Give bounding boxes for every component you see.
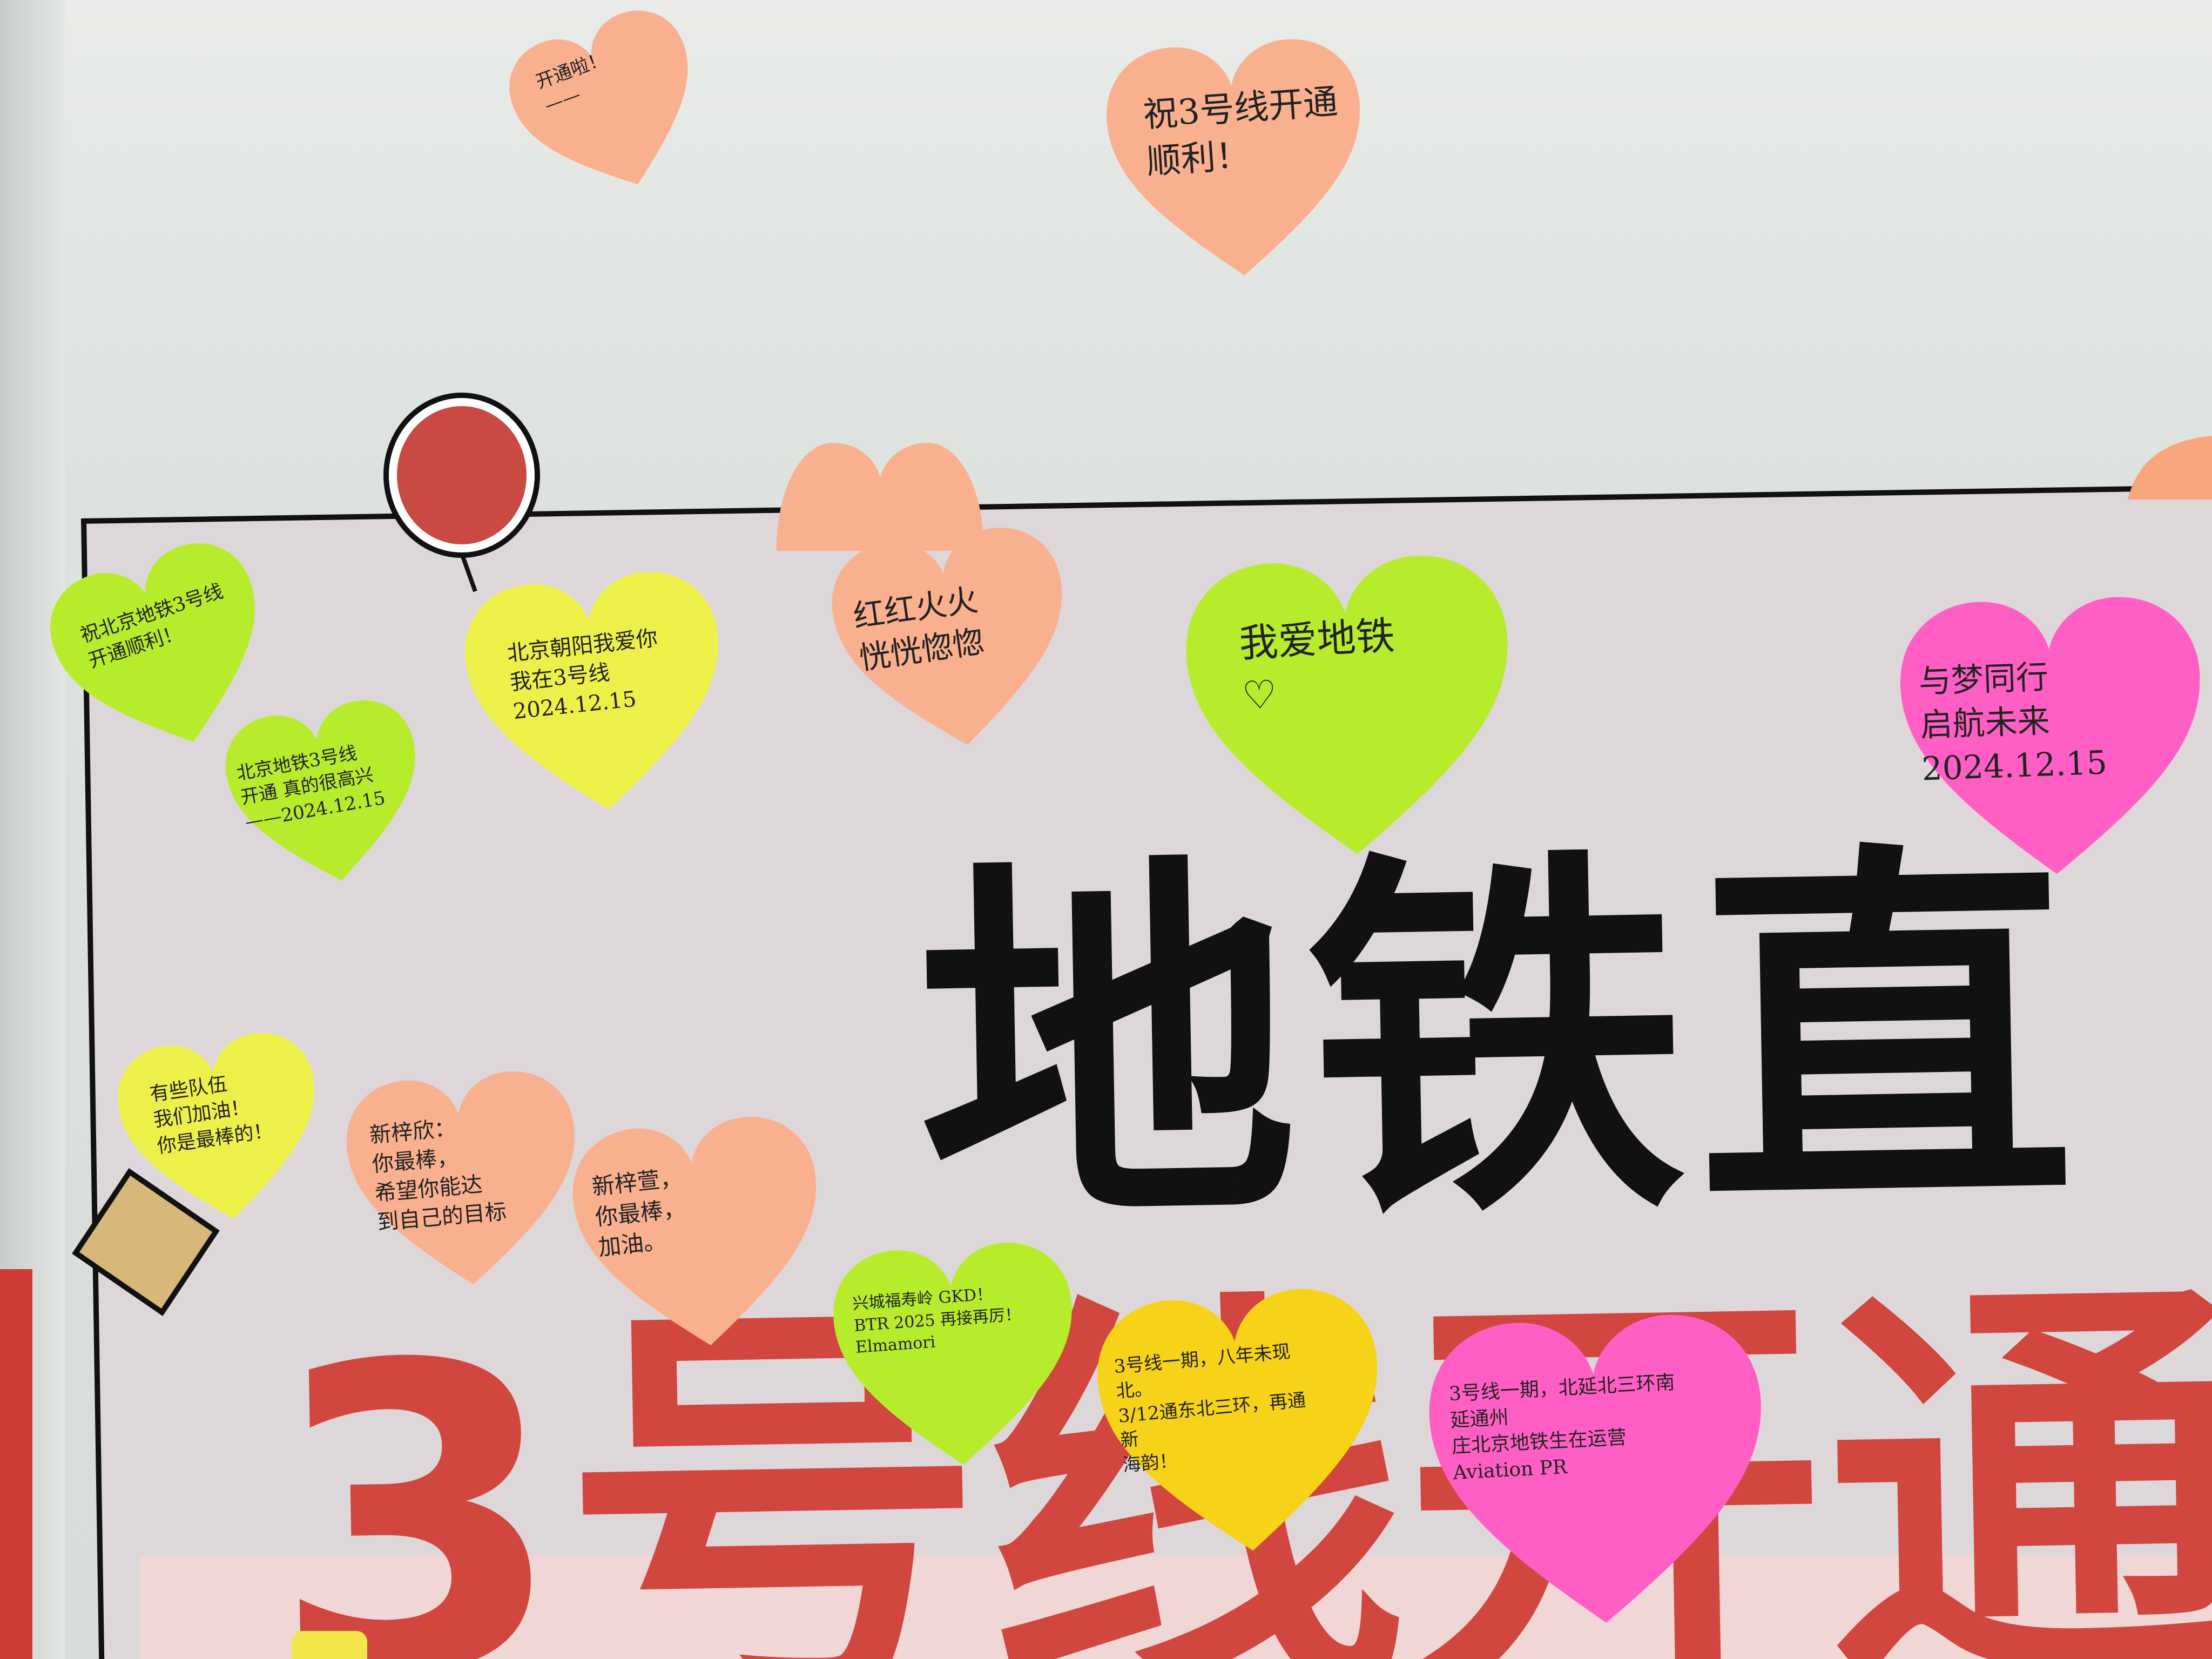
heart-shape [1429, 1314, 1761, 1623]
red-panel-edge [0, 1269, 32, 1659]
heart-shape [833, 1243, 1072, 1465]
heart-shape [346, 1071, 575, 1285]
note-text: 与梦同行 启航未来 2024.12.15 [1918, 650, 2210, 791]
heart-shape [465, 572, 718, 810]
partial-yellow-note [292, 1631, 367, 1659]
heart-shape [1900, 597, 2200, 874]
note-text: 3号线一期，北延北三环南延通州 庄北京地铁生在运营 Aviation PR [1448, 1369, 1696, 1487]
sticky-note: 新梓欣： 你最棒， 希望你能达 到自己的目标 [335, 1049, 594, 1317]
sticky-note: 3号线一期，八年未现北。 3/12通东北三环，再通新 海韵！ [1084, 1267, 1400, 1583]
sticky-note: 3号线一期，北延北三环南延通州 庄北京地铁生在运营 Aviation PR [1417, 1298, 1780, 1651]
partial-note [767, 443, 994, 551]
sticky-note: 北京地铁3号线 开通 真的很高兴 ——2024.12.15 [181, 686, 473, 907]
heart-shape [226, 700, 415, 881]
heart-shape [832, 528, 1062, 745]
sticky-note: 兴城福寿岭 GKD！ BTR 2025 再接再厉！ Elmamori [822, 1212, 1089, 1505]
note-text: 我爱地铁 ♡ [1238, 605, 1478, 723]
heart-shape [509, 10, 688, 185]
board-lower-band [140, 1555, 2212, 1659]
heart-shape [118, 1033, 314, 1219]
partial-note-right [2128, 427, 2212, 508]
sticky-note: 祝北京地铁3号线 开通顺利！ [24, 525, 305, 781]
board-title-black: 地铁直 [914, 812, 2088, 1272]
heart-shape [1186, 556, 1508, 854]
note-text: 祝3号线开通 顺利！ [1142, 79, 1344, 186]
note-text: 兴城福寿岭 GKD！ BTR 2025 再接再厉！ Elmamori [852, 1282, 1030, 1359]
sticky-note: 新梓萱， 你最棒， 加油。 [559, 1089, 840, 1384]
diamond-decoration [72, 1168, 220, 1316]
sticky-note: 我爱地铁 ♡ [1175, 548, 1526, 873]
note-text: 3号线一期，八年未现北。 3/12通东北三环，再通新 海韵！ [1113, 1337, 1327, 1479]
note-text: 新梓萱， 你最棒， 加油。 [590, 1154, 777, 1264]
sticky-note: 祝3号线开通 顺利！ [1088, 33, 1385, 290]
heart-shape [2128, 436, 2212, 500]
note-text: 新梓欣： 你最棒， 希望你能达 到自己的目标 [368, 1107, 544, 1237]
balloon-decoration [383, 393, 540, 592]
sticky-note: 红红火火 恍恍惚惚 [791, 515, 1115, 771]
heart-shape [1097, 1289, 1378, 1551]
sticky-note: 有些队伍 我们加油！ 你是最棒的！ [105, 1013, 338, 1250]
heart-shape [50, 543, 255, 742]
sticky-note: 北京朝阳我爱你 我在3号线 2024.12.15 [453, 565, 740, 829]
heart-shape [777, 443, 984, 551]
heart-shape [572, 1117, 817, 1345]
heart-shape [1107, 39, 1360, 275]
sticky-note: 开通啦！ —— [484, 0, 736, 242]
sticky-note: 与梦同行 启航未来 2024.12.15 [1842, 592, 2212, 887]
